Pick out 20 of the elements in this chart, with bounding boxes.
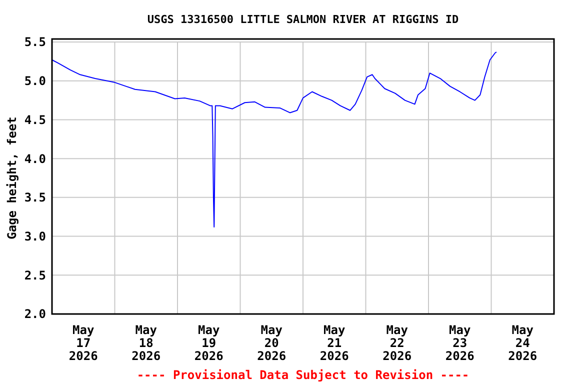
line-series <box>52 52 497 228</box>
y-tick-label: 3.0 <box>24 229 46 244</box>
x-tick-label: May 17 2026 <box>68 323 98 363</box>
x-tick-label: May 22 2026 <box>382 323 412 363</box>
y-tick-label: 5.0 <box>24 74 46 88</box>
y-axis-title: Gage height, feet <box>5 116 19 240</box>
y-tick-label: 3.5 <box>24 190 46 205</box>
x-tick-label: May 24 2026 <box>508 323 538 363</box>
y-tick-label: 5.5 <box>24 35 46 50</box>
x-tick-label: May 21 2026 <box>320 323 349 363</box>
text: ---- Provisional Data Subject to Revision ---- <box>136 368 470 382</box>
y-tick-label: 4.0 <box>24 152 46 166</box>
x-tick-label: May 20 2026 <box>257 323 286 363</box>
y-tick-label: 2.5 <box>24 268 46 282</box>
y-tick-label: 2.0 <box>24 307 46 322</box>
x-tick-label: May 23 2026 <box>445 323 474 363</box>
y-tick-label: 4.5 <box>24 112 46 127</box>
chart-title: USGS 13316500 LITTLE SALMON RIVER AT RIGGINS ID <box>147 13 460 26</box>
x-tick-label: May 18 2026 <box>132 323 161 363</box>
x-tick-label: May 19 2026 <box>194 323 224 363</box>
